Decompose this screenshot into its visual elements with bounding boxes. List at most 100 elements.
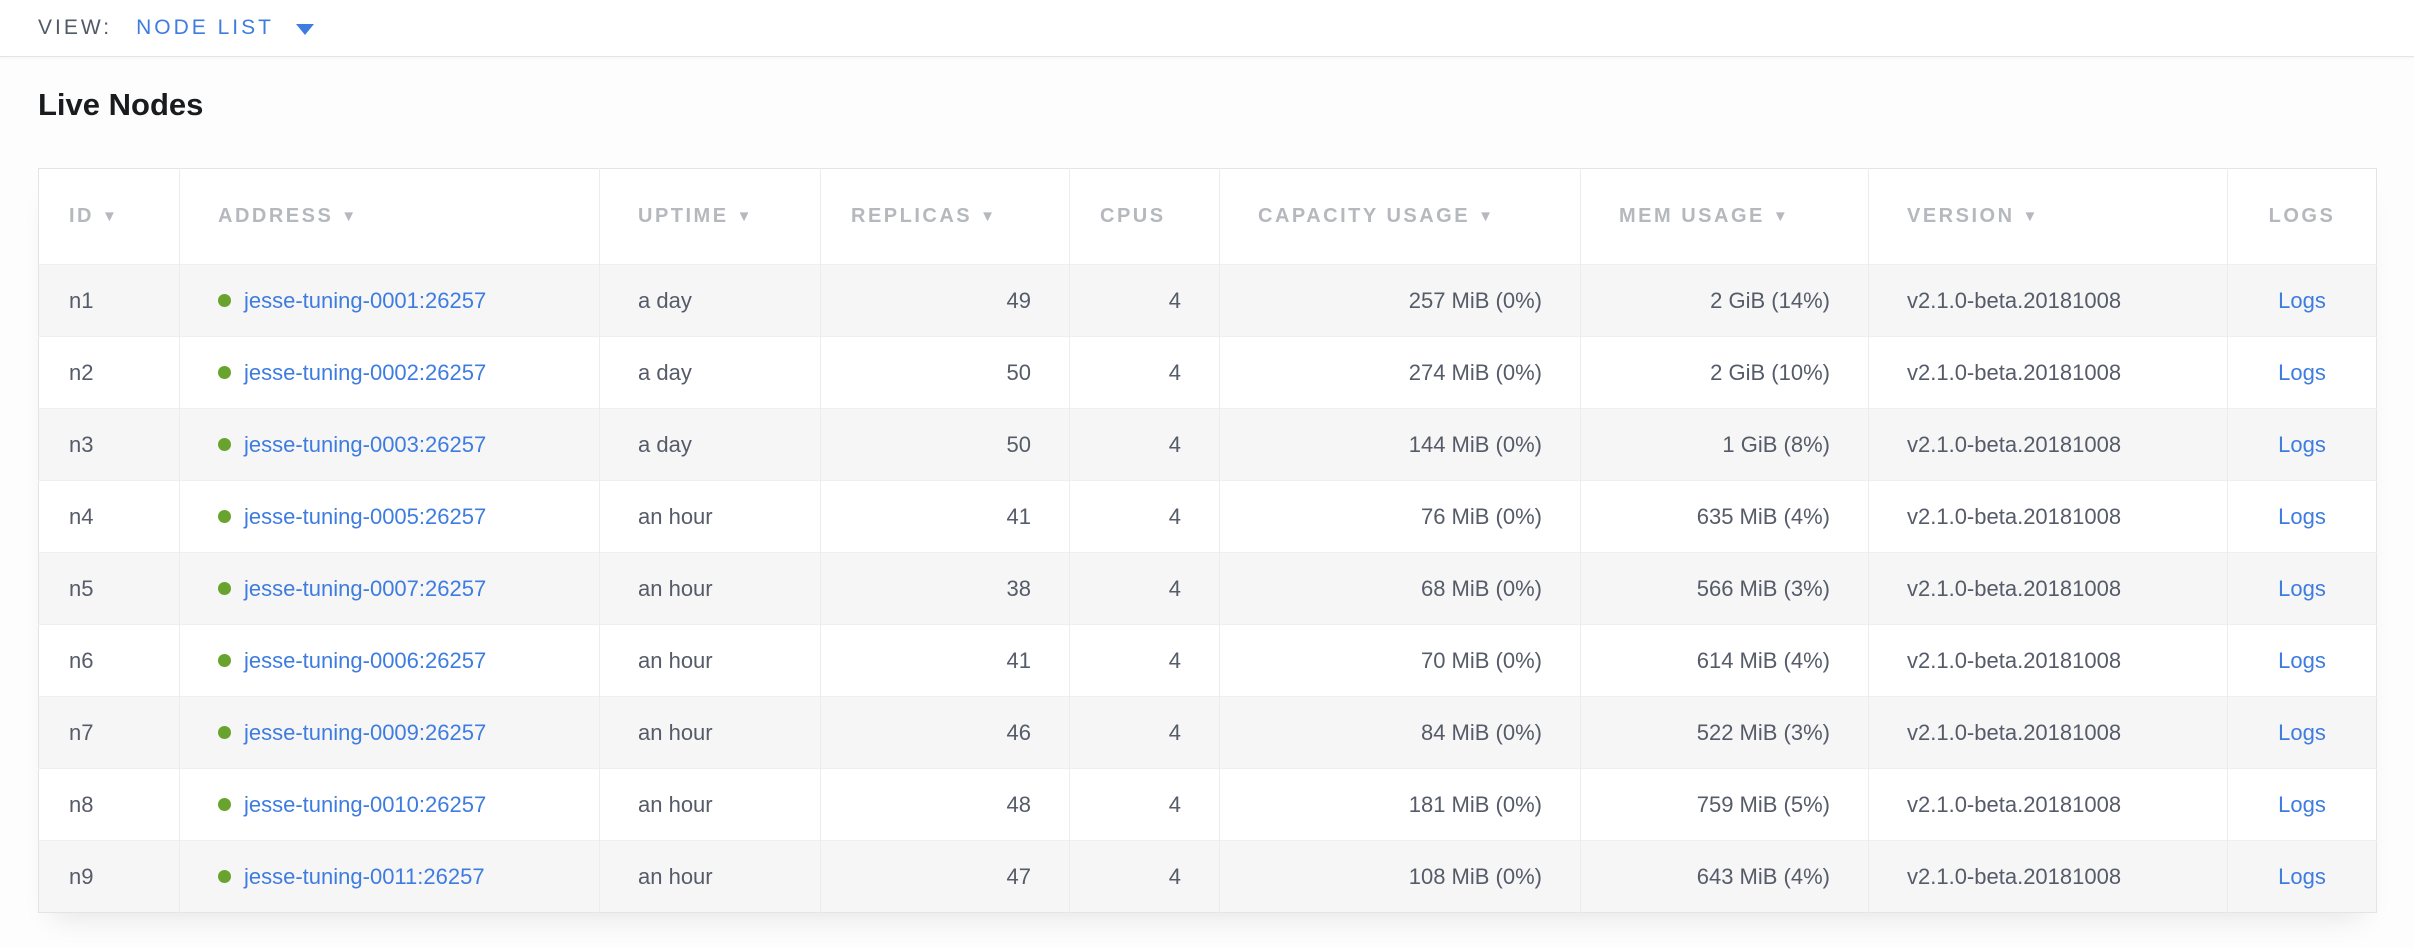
node-healthy-icon: [218, 581, 231, 595]
node-healthy-icon: [218, 797, 231, 811]
table-row: n3 jesse-tuning-0003:26257 a day 50 4 14…: [38, 408, 2377, 481]
sort-arrow-icon: ▼: [980, 208, 998, 225]
cpus-cell: 4: [1069, 696, 1220, 769]
mem-usage-cell: 2 GiB (10%): [1580, 336, 1869, 409]
cpus-cell: 4: [1069, 840, 1220, 913]
node-healthy-icon: [218, 437, 231, 451]
replicas-cell: 48: [820, 768, 1070, 841]
capacity-usage-cell: 257 MiB (0%): [1219, 264, 1581, 337]
replicas-cell: 50: [820, 336, 1070, 409]
logs-cell: Logs: [2227, 480, 2377, 553]
column-header-capacity-usage[interactable]: CAPACITY USAGE ▼: [1219, 168, 1581, 265]
column-header-replicas[interactable]: REPLICAS ▼: [820, 168, 1070, 265]
capacity-usage-cell: 144 MiB (0%): [1219, 408, 1581, 481]
node-healthy-icon: [218, 725, 231, 739]
capacity-usage-cell: 108 MiB (0%): [1219, 840, 1581, 913]
uptime-cell: a day: [599, 264, 821, 337]
mem-usage-cell: 759 MiB (5%): [1580, 768, 1869, 841]
node-healthy-icon: [218, 509, 231, 523]
node-healthy-icon: [218, 293, 231, 307]
live-nodes-table: ID ▼ ADDRESS ▼ UPTIME ▼ REPLICAS ▼ CPUS CAPA…: [38, 168, 2377, 913]
sort-arrow-icon: ▼: [736, 208, 754, 225]
capacity-usage-cell: 181 MiB (0%): [1219, 768, 1581, 841]
table-row: n7 jesse-tuning-0009:26257 an hour 46 4 …: [38, 696, 2377, 769]
node-address-link[interactable]: jesse-tuning-0007:26257: [244, 575, 487, 601]
logs-cell: Logs: [2227, 768, 2377, 841]
logs-cell: Logs: [2227, 336, 2377, 409]
logs-link[interactable]: Logs: [2278, 575, 2326, 601]
column-header-id[interactable]: ID ▼: [38, 168, 180, 265]
view-dropdown[interactable]: NODE LIST: [136, 16, 314, 40]
view-label: VIEW:: [38, 16, 113, 39]
table-header-row: ID ▼ ADDRESS ▼ UPTIME ▼ REPLICAS ▼ CPUS CAPA…: [38, 168, 2377, 265]
logs-link[interactable]: Logs: [2278, 287, 2326, 313]
uptime-cell: an hour: [599, 696, 821, 769]
main-content: Live Nodes ID ▼ ADDRESS ▼ UPTIME ▼ REPLICAS…: [0, 87, 2414, 913]
node-id-cell: n7: [38, 696, 180, 769]
version-cell: v2.1.0-beta.20181008: [1868, 336, 2228, 409]
node-address-link[interactable]: jesse-tuning-0006:26257: [244, 647, 487, 673]
node-address-link[interactable]: jesse-tuning-0010:26257: [244, 791, 487, 817]
mem-usage-cell: 635 MiB (4%): [1580, 480, 1869, 553]
logs-cell: Logs: [2227, 264, 2377, 337]
version-cell: v2.1.0-beta.20181008: [1868, 264, 2228, 337]
node-healthy-icon: [218, 365, 231, 379]
node-address-cell: jesse-tuning-0009:26257: [179, 696, 600, 769]
node-id-cell: n8: [38, 768, 180, 841]
column-header-cpus: CPUS: [1069, 168, 1220, 265]
logs-link[interactable]: Logs: [2278, 791, 2326, 817]
logs-cell: Logs: [2227, 624, 2377, 697]
node-address-link[interactable]: jesse-tuning-0009:26257: [244, 719, 487, 745]
node-address-link[interactable]: jesse-tuning-0002:26257: [244, 359, 487, 385]
node-address-link[interactable]: jesse-tuning-0003:26257: [244, 431, 487, 457]
node-address-link[interactable]: jesse-tuning-0005:26257: [244, 503, 487, 529]
uptime-cell: an hour: [599, 552, 821, 625]
replicas-cell: 50: [820, 408, 1070, 481]
node-address-cell: jesse-tuning-0010:26257: [179, 768, 600, 841]
cpus-cell: 4: [1069, 768, 1220, 841]
column-header-address[interactable]: ADDRESS ▼: [179, 168, 600, 265]
version-cell: v2.1.0-beta.20181008: [1868, 408, 2228, 481]
logs-link[interactable]: Logs: [2278, 359, 2326, 385]
uptime-cell: an hour: [599, 624, 821, 697]
node-address-link[interactable]: jesse-tuning-0011:26257: [244, 863, 485, 889]
version-cell: v2.1.0-beta.20181008: [1868, 768, 2228, 841]
logs-link[interactable]: Logs: [2278, 503, 2326, 529]
table-row: n1 jesse-tuning-0001:26257 a day 49 4 25…: [38, 264, 2377, 337]
uptime-cell: an hour: [599, 480, 821, 553]
replicas-cell: 49: [820, 264, 1070, 337]
column-header-version[interactable]: VERSION ▼: [1868, 168, 2228, 265]
node-id-cell: n4: [38, 480, 180, 553]
uptime-cell: a day: [599, 336, 821, 409]
node-address-cell: jesse-tuning-0003:26257: [179, 408, 600, 481]
replicas-cell: 41: [820, 480, 1070, 553]
logs-link[interactable]: Logs: [2278, 863, 2326, 889]
column-header-mem-usage[interactable]: MEM USAGE ▼: [1580, 168, 1869, 265]
sort-arrow-icon: ▼: [102, 208, 120, 225]
node-id-cell: n1: [38, 264, 180, 337]
capacity-usage-cell: 84 MiB (0%): [1219, 696, 1581, 769]
column-header-logs: LOGS: [2227, 168, 2377, 265]
uptime-cell: an hour: [599, 768, 821, 841]
node-id-cell: n6: [38, 624, 180, 697]
version-cell: v2.1.0-beta.20181008: [1868, 840, 2228, 913]
uptime-cell: a day: [599, 408, 821, 481]
replicas-cell: 38: [820, 552, 1070, 625]
mem-usage-cell: 2 GiB (14%): [1580, 264, 1869, 337]
node-id-cell: n3: [38, 408, 180, 481]
logs-link[interactable]: Logs: [2278, 647, 2326, 673]
version-cell: v2.1.0-beta.20181008: [1868, 624, 2228, 697]
mem-usage-cell: 566 MiB (3%): [1580, 552, 1869, 625]
page-title: Live Nodes: [38, 87, 204, 122]
node-address-link[interactable]: jesse-tuning-0001:26257: [244, 287, 487, 313]
mem-usage-cell: 522 MiB (3%): [1580, 696, 1869, 769]
version-cell: v2.1.0-beta.20181008: [1868, 552, 2228, 625]
version-cell: v2.1.0-beta.20181008: [1868, 696, 2228, 769]
view-dropdown-value: NODE LIST: [136, 16, 274, 39]
logs-link[interactable]: Logs: [2278, 431, 2326, 457]
column-header-uptime[interactable]: UPTIME ▼: [599, 168, 821, 265]
sort-arrow-icon: ▼: [1772, 208, 1791, 225]
logs-link[interactable]: Logs: [2278, 719, 2326, 745]
logs-cell: Logs: [2227, 552, 2377, 625]
table-row: n4 jesse-tuning-0005:26257 an hour 41 4 …: [38, 480, 2377, 553]
